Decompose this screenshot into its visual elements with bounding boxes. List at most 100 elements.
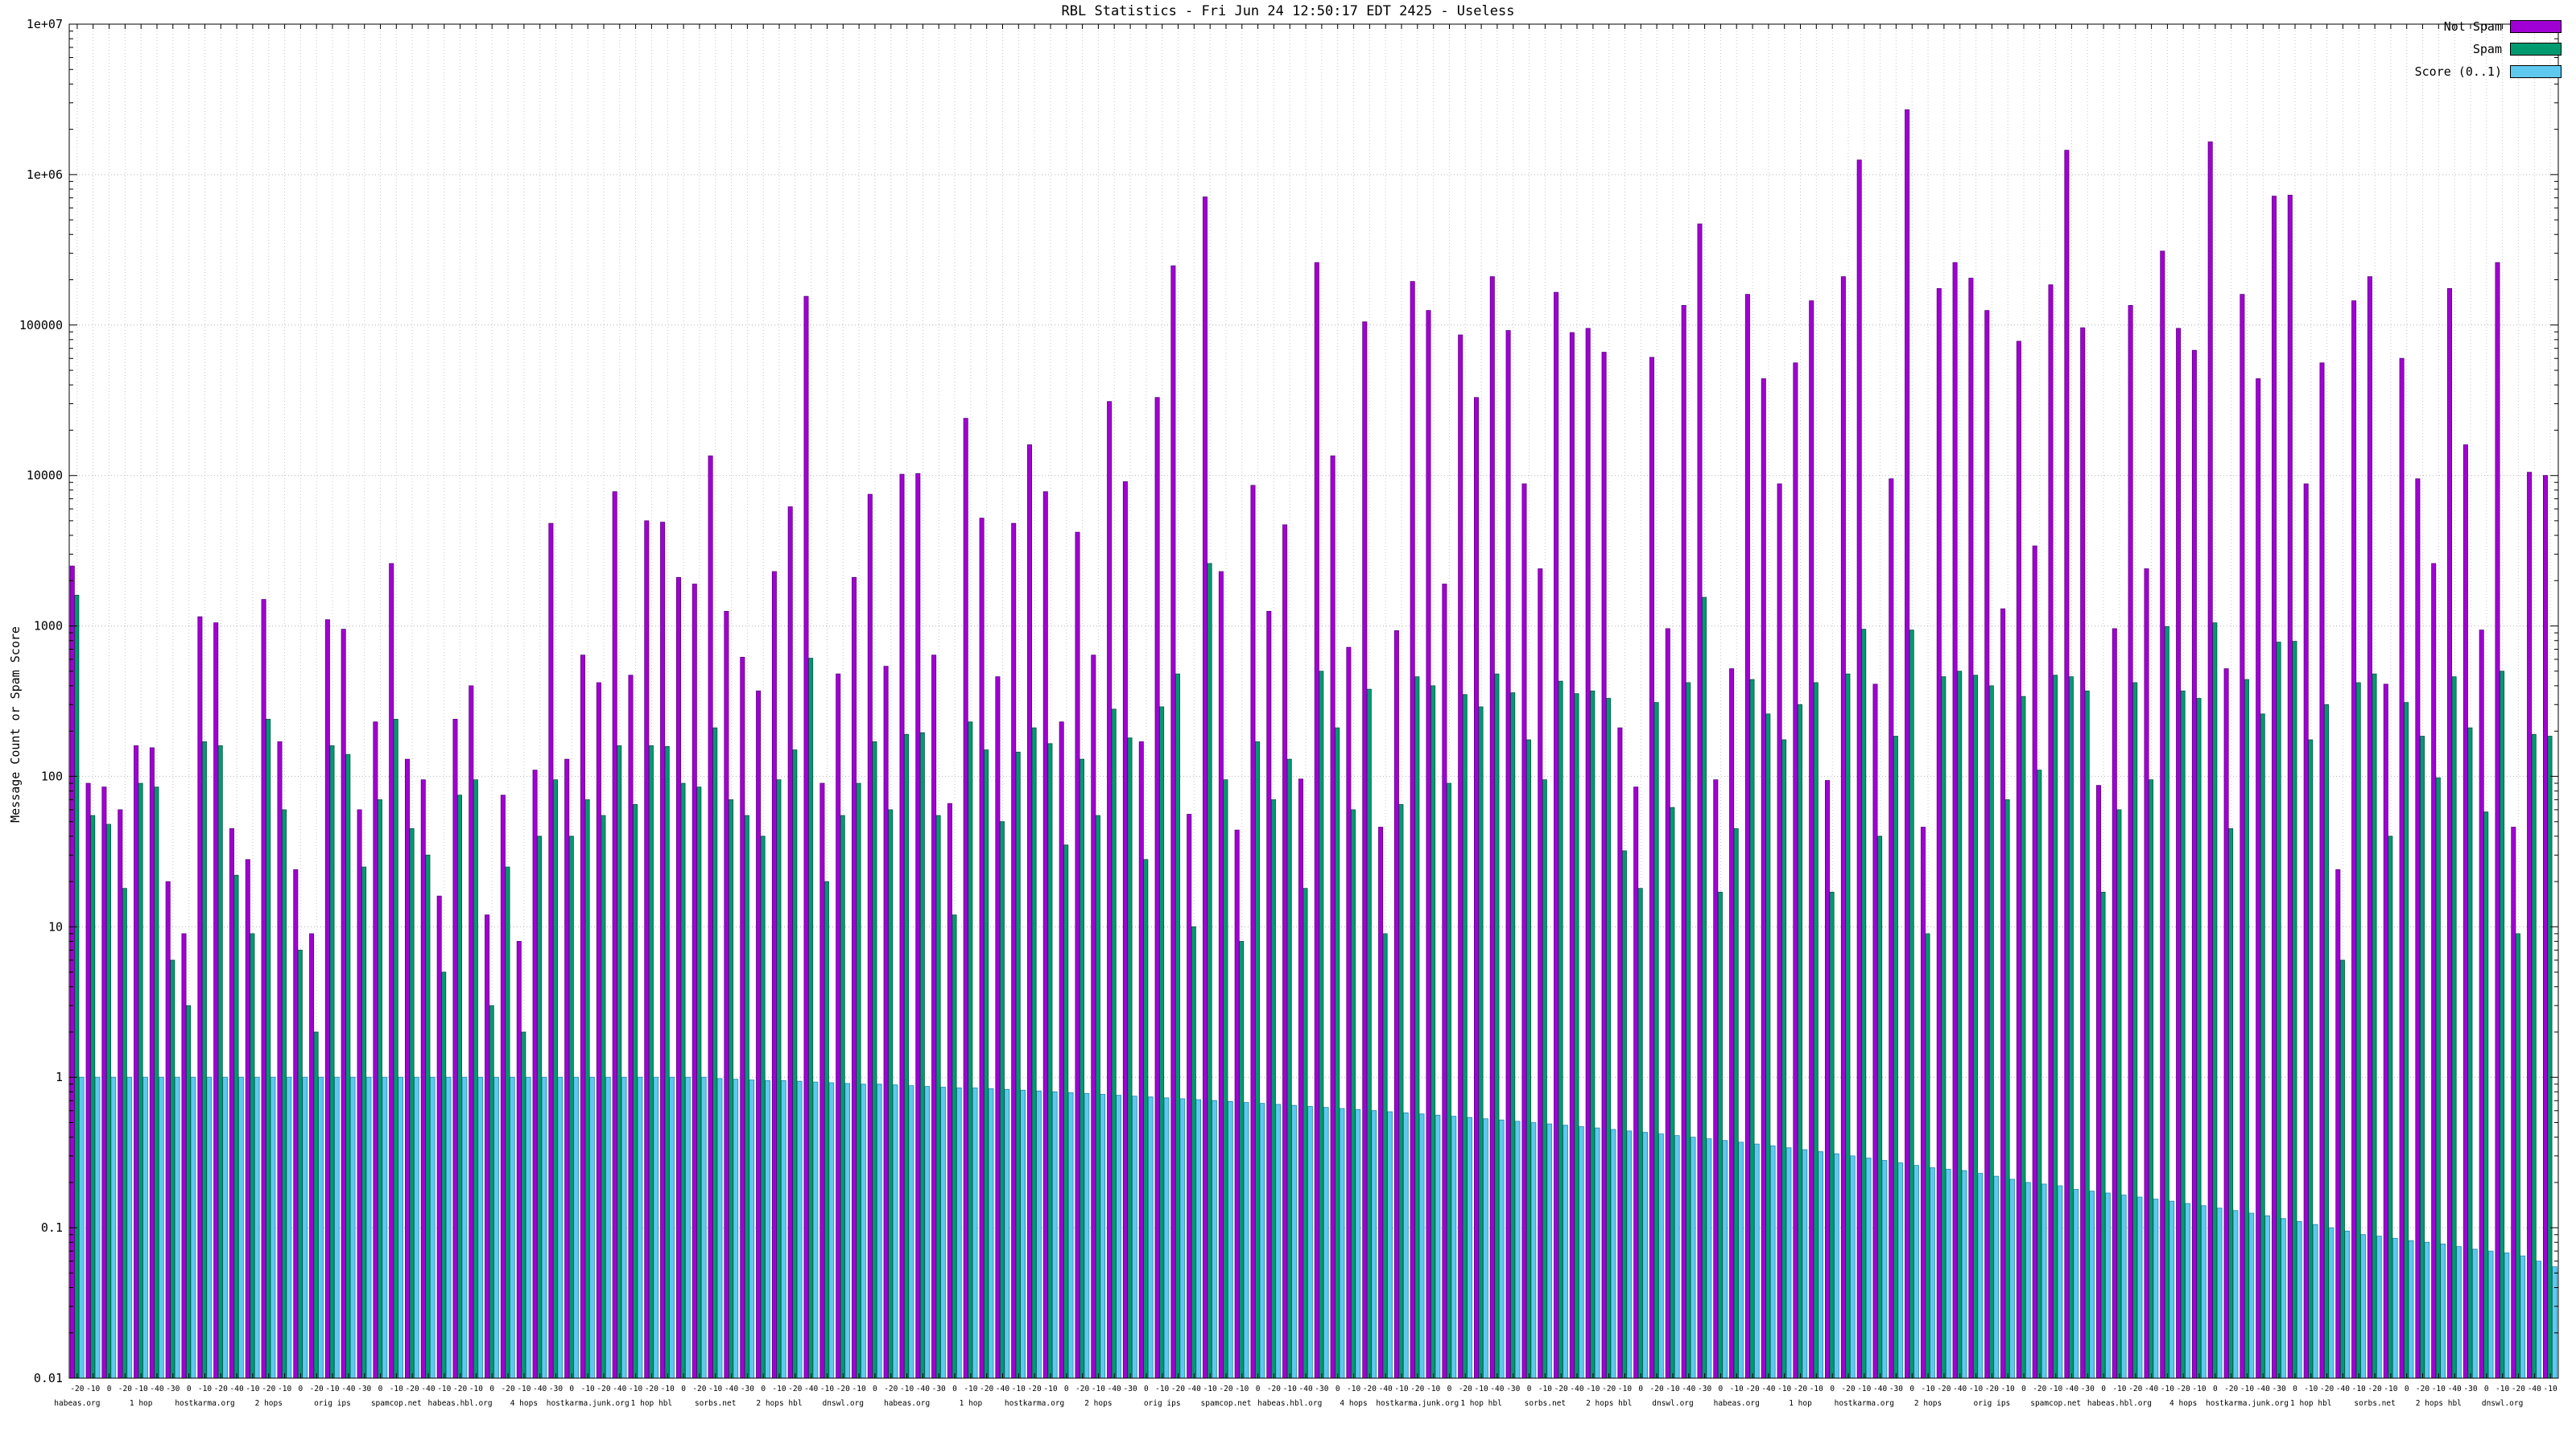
svg-text:-20: -20 — [788, 1385, 802, 1393]
svg-text:-40: -40 — [804, 1385, 818, 1393]
svg-text:hostkarma.org: hostkarma.org — [1005, 1399, 1064, 1408]
svg-text:2 hops: 2 hops — [1084, 1399, 1112, 1408]
y-axis-label: Message Count or Spam Score — [8, 626, 23, 823]
svg-text:-20: -20 — [1746, 1385, 1760, 1393]
svg-text:-40: -40 — [150, 1385, 163, 1393]
svg-text:-30: -30 — [549, 1385, 563, 1393]
svg-text:-20: -20 — [1794, 1385, 1807, 1393]
legend-label-score: Score (0..1) — [2414, 64, 2502, 79]
svg-text:-30: -30 — [166, 1385, 180, 1393]
svg-text:-10: -10 — [1475, 1385, 1488, 1393]
svg-text:-30: -30 — [1315, 1385, 1328, 1393]
svg-text:0: 0 — [107, 1385, 112, 1393]
svg-text:-20: -20 — [1171, 1385, 1185, 1393]
svg-text:-20: -20 — [2368, 1385, 2382, 1393]
svg-text:-40: -40 — [1953, 1385, 1967, 1393]
svg-text:0: 0 — [1830, 1385, 1835, 1393]
svg-text:-20: -20 — [1985, 1385, 1999, 1393]
svg-text:-20: -20 — [1267, 1385, 1281, 1393]
svg-text:-20: -20 — [118, 1385, 132, 1393]
x-tick-labels-row1: -20 -10 0 -20 -10 -40 -30 0 -10 -20 -40 -10 -20 -10 0-… — [70, 1385, 2557, 1393]
svg-text:-20: -20 — [1602, 1385, 1616, 1393]
svg-text:-10: -10 — [1347, 1385, 1360, 1393]
svg-text:-10: -10 — [772, 1385, 786, 1393]
svg-text:-10: -10 — [469, 1385, 483, 1393]
y-axis-label-wrap: Message Count or Spam Score — [0, 0, 31, 1449]
svg-text:0: 0 — [1256, 1385, 1261, 1393]
svg-text:-20: -20 — [2177, 1385, 2190, 1393]
svg-text:0: 0 — [1064, 1385, 1069, 1393]
svg-text:-10: -10 — [390, 1385, 403, 1393]
svg-text:0: 0 — [2021, 1385, 2026, 1393]
svg-text:-40: -40 — [1299, 1385, 1313, 1393]
svg-text:orig ips: orig ips — [1974, 1399, 2011, 1408]
svg-text:-10: -10 — [2112, 1385, 2126, 1393]
svg-text:hostkarma.junk.org: hostkarma.junk.org — [1376, 1399, 1459, 1408]
svg-text:habeas.hbl.org: habeas.hbl.org — [2087, 1399, 2152, 1408]
svg-text:-20: -20 — [1459, 1385, 1472, 1393]
svg-text:0: 0 — [681, 1385, 686, 1393]
svg-text:-30: -30 — [1889, 1385, 1903, 1393]
svg-text:4 hops: 4 hops — [1340, 1399, 1367, 1408]
svg-text:-30: -30 — [357, 1385, 371, 1393]
svg-text:-10: -10 — [708, 1385, 722, 1393]
svg-text:0: 0 — [1447, 1385, 1452, 1393]
svg-text:1 hop hbl: 1 hop hbl — [631, 1399, 672, 1408]
svg-text:-10: -10 — [86, 1385, 100, 1393]
svg-text:dnswl.org: dnswl.org — [823, 1399, 864, 1408]
svg-text:habeas.org: habeas.org — [54, 1399, 100, 1408]
svg-text:-30: -30 — [2081, 1385, 2095, 1393]
svg-text:-10: -10 — [1666, 1385, 1679, 1393]
svg-text:0: 0 — [299, 1385, 303, 1393]
svg-text:-10: -10 — [2304, 1385, 2318, 1393]
svg-text:0: 0 — [1144, 1385, 1149, 1393]
svg-text:2 hops: 2 hops — [1914, 1399, 1942, 1408]
x-group-labels-row2: habeas.org 1 hop hostkarma.org 2 hops orig i… — [54, 1399, 2523, 1408]
svg-text:-10: -10 — [198, 1385, 212, 1393]
svg-text:orig ips: orig ips — [314, 1399, 351, 1408]
legend-row-score: Score (0..1) — [2415, 64, 2562, 79]
svg-text:-10: -10 — [2161, 1385, 2174, 1393]
svg-text:-20: -20 — [1363, 1385, 1377, 1393]
svg-text:2 hops hbl: 2 hops hbl — [1586, 1399, 1632, 1408]
plot-background — [69, 24, 2558, 1378]
svg-text:2 hops hbl: 2 hops hbl — [2416, 1399, 2462, 1408]
svg-text:spamcop.net: spamcop.net — [371, 1399, 422, 1408]
svg-text:-10: -10 — [2544, 1385, 2557, 1393]
svg-text:-10: -10 — [1922, 1385, 1935, 1393]
svg-text:dnswl.org: dnswl.org — [1652, 1399, 1693, 1408]
svg-text:-30: -30 — [1124, 1385, 1137, 1393]
svg-text:-20: -20 — [214, 1385, 228, 1393]
svg-text:-10: -10 — [437, 1385, 451, 1393]
svg-text:habeas.hbl.org: habeas.hbl.org — [1257, 1399, 1322, 1408]
svg-text:-30: -30 — [741, 1385, 754, 1393]
svg-text:0: 0 — [489, 1385, 494, 1393]
svg-text:-10: -10 — [246, 1385, 259, 1393]
svg-text:-10: -10 — [964, 1385, 977, 1393]
legend-swatch-score — [2510, 65, 2562, 78]
svg-text:-10: -10 — [2192, 1385, 2206, 1393]
svg-text:-20: -20 — [2128, 1385, 2142, 1393]
svg-text:10: 10 — [48, 919, 63, 934]
svg-text:0: 0 — [952, 1385, 957, 1393]
svg-text:-40: -40 — [533, 1385, 547, 1393]
legend-row-not-spam: Not Spam — [2415, 19, 2562, 34]
svg-text:-10: -10 — [1426, 1385, 1440, 1393]
svg-text:-10: -10 — [2240, 1385, 2254, 1393]
svg-text:-10: -10 — [1235, 1385, 1249, 1393]
svg-text:-20: -20 — [692, 1385, 706, 1393]
svg-text:-40: -40 — [1108, 1385, 1121, 1393]
svg-text:0: 0 — [2101, 1385, 2106, 1393]
svg-text:-20: -20 — [406, 1385, 419, 1393]
svg-text:-20: -20 — [262, 1385, 275, 1393]
legend-swatch-not-spam — [2510, 20, 2562, 33]
svg-text:-10: -10 — [2352, 1385, 2366, 1393]
svg-text:sorbs.net: sorbs.net — [695, 1399, 736, 1408]
svg-text:1e+07: 1e+07 — [27, 17, 63, 31]
svg-text:-10: -10 — [1155, 1385, 1169, 1393]
svg-text:hostkarma.org: hostkarma.org — [175, 1399, 234, 1408]
svg-text:-30: -30 — [2463, 1385, 2477, 1393]
svg-text:1 hop: 1 hop — [1789, 1399, 1812, 1408]
